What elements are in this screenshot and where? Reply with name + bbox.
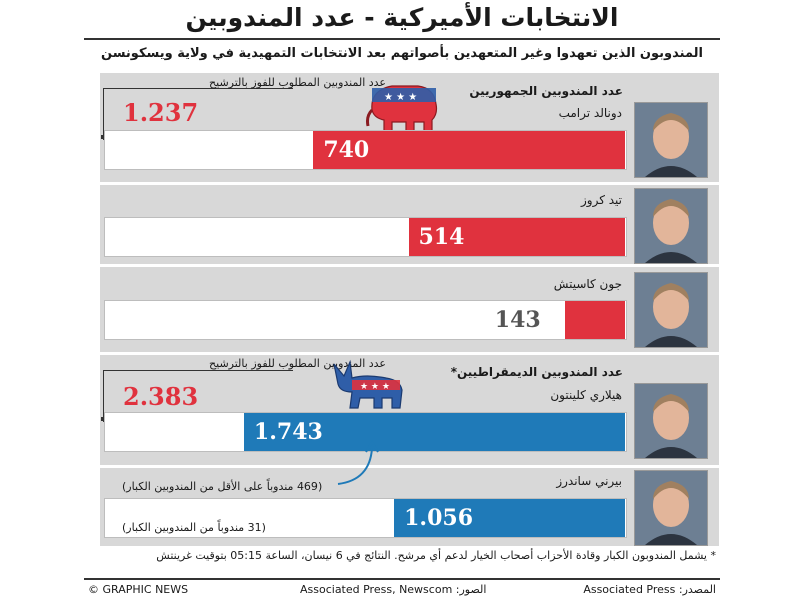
candidate-photo — [634, 383, 708, 459]
elephant-icon: ★ ★ ★ — [366, 80, 442, 140]
superdelegate-arrow — [337, 440, 379, 485]
bar — [394, 499, 625, 537]
dem-required-value: 2.383 — [123, 382, 199, 411]
photo-credit: الصور: Associated Press, Newscom — [300, 583, 487, 596]
donkey-icon: ★ ★ ★ — [330, 358, 410, 422]
bar-value-label: 1.743 — [253, 419, 323, 445]
row-separator — [100, 352, 719, 355]
bar — [313, 131, 625, 169]
candidate-photo — [634, 272, 708, 348]
rep-required-label: عدد المندوبين المطلوب للفوز بالترشيح — [209, 76, 386, 89]
rep-target-marker — [101, 135, 105, 139]
superdelegate-note: (31 مندوباً من المندوبين الكبار) — [122, 521, 266, 534]
dem-target-marker — [101, 417, 105, 421]
dem-target-tick — [103, 370, 104, 422]
bar — [408, 218, 625, 256]
candidate-name: دونالد ترامب — [558, 106, 622, 120]
candidate-name: تيد كروز — [581, 193, 622, 207]
bar-value-label: 740 — [323, 137, 370, 163]
page-title: الانتخابات الأميركية - عدد المندوبين — [185, 3, 619, 32]
credit: © GRAPHIC NEWS — [88, 583, 189, 596]
footer-divider — [84, 578, 720, 580]
bar-value-label: 514 — [418, 224, 465, 250]
superdelegate-note: (469 مندوباً على الأقل من المندوبين الكب… — [122, 480, 323, 493]
source: المصدر: Associated Press — [583, 583, 716, 596]
bar-value-label: 1.056 — [404, 505, 473, 531]
row-separator — [100, 264, 719, 267]
dem-required-label: عدد المندوبين المطلوب للفوز بالترشيح — [209, 357, 386, 370]
row-separator — [100, 465, 719, 468]
rep-required-value: 1.237 — [123, 98, 199, 127]
bar — [243, 413, 625, 451]
dem-target-line — [103, 370, 293, 371]
rep-target-line — [103, 88, 293, 89]
bar — [564, 301, 625, 339]
svg-text:★ ★ ★: ★ ★ ★ — [360, 382, 390, 392]
footnote: * يشمل المندوبون الكبار وقادة الأحزاب أص… — [156, 549, 716, 562]
page-subtitle: المندوبون الذين تعهدوا وغير المتعهدين بأ… — [101, 46, 703, 61]
rep-target-tick — [103, 88, 104, 140]
rep-section-label: عدد المندوبين الجمهوريين — [469, 84, 623, 98]
row-separator — [100, 182, 719, 185]
candidate-name: هيلاري كلينتون — [550, 388, 622, 402]
title-divider — [84, 38, 720, 40]
dem-section-label: عدد المندوبين الديمقراطيين* — [450, 365, 623, 379]
candidate-name: بيرني ساندرز — [556, 474, 622, 488]
candidate-photo — [634, 470, 708, 546]
candidate-photo — [634, 188, 708, 264]
candidate-photo — [634, 102, 708, 178]
bar-track — [104, 300, 627, 340]
bar-value-label: 143 — [494, 307, 541, 333]
candidate-name: جون كاسيتش — [553, 277, 622, 291]
svg-text:★ ★ ★: ★ ★ ★ — [384, 92, 417, 103]
